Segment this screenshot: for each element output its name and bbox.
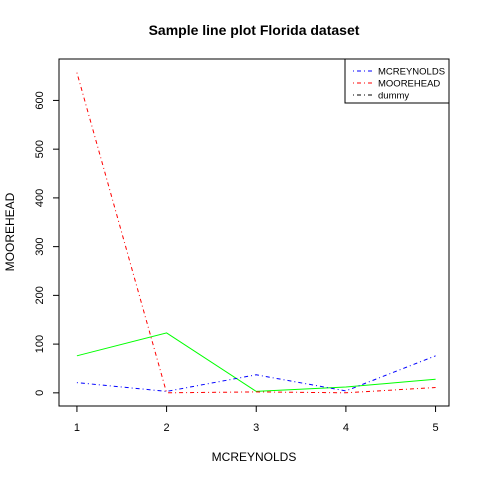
series-line-moorehead — [76, 72, 436, 394]
x-tick-label: 5 — [432, 422, 438, 434]
legend-box — [344, 58, 450, 104]
x-tick-label: 2 — [164, 422, 170, 434]
x-axis-label: MCREYNOLDS — [212, 450, 297, 464]
legend-label: dummy — [378, 91, 409, 102]
legend-label: MOOREHEAD — [378, 79, 440, 90]
y-tick-label: 100 — [34, 335, 46, 353]
y-tick-label: 500 — [34, 140, 46, 158]
y-tick-label: 600 — [34, 91, 46, 109]
x-tick-label: 3 — [253, 422, 259, 434]
y-axis-label: MOOREHEAD — [3, 192, 17, 271]
x-axis: 1 2 3 4 5 — [74, 406, 439, 434]
x-tick-label: 4 — [343, 422, 349, 434]
y-tick-label: 300 — [34, 237, 46, 255]
legend-label: MCREYNOLDS — [378, 67, 445, 78]
y-tick-label: 400 — [34, 189, 46, 207]
series-line-mcreynolds — [76, 355, 436, 392]
y-tick-label: 200 — [34, 286, 46, 304]
chart-title: Sample line plot Florida dataset — [149, 22, 360, 38]
y-tick-label: 0 — [34, 390, 46, 396]
plot-frame — [58, 58, 450, 407]
series-line-unlabeled — [76, 332, 436, 392]
y-axis: 0 100 200 300 400 500 600 — [34, 91, 59, 396]
x-tick-label: 1 — [74, 422, 80, 434]
series-lines — [76, 72, 436, 394]
